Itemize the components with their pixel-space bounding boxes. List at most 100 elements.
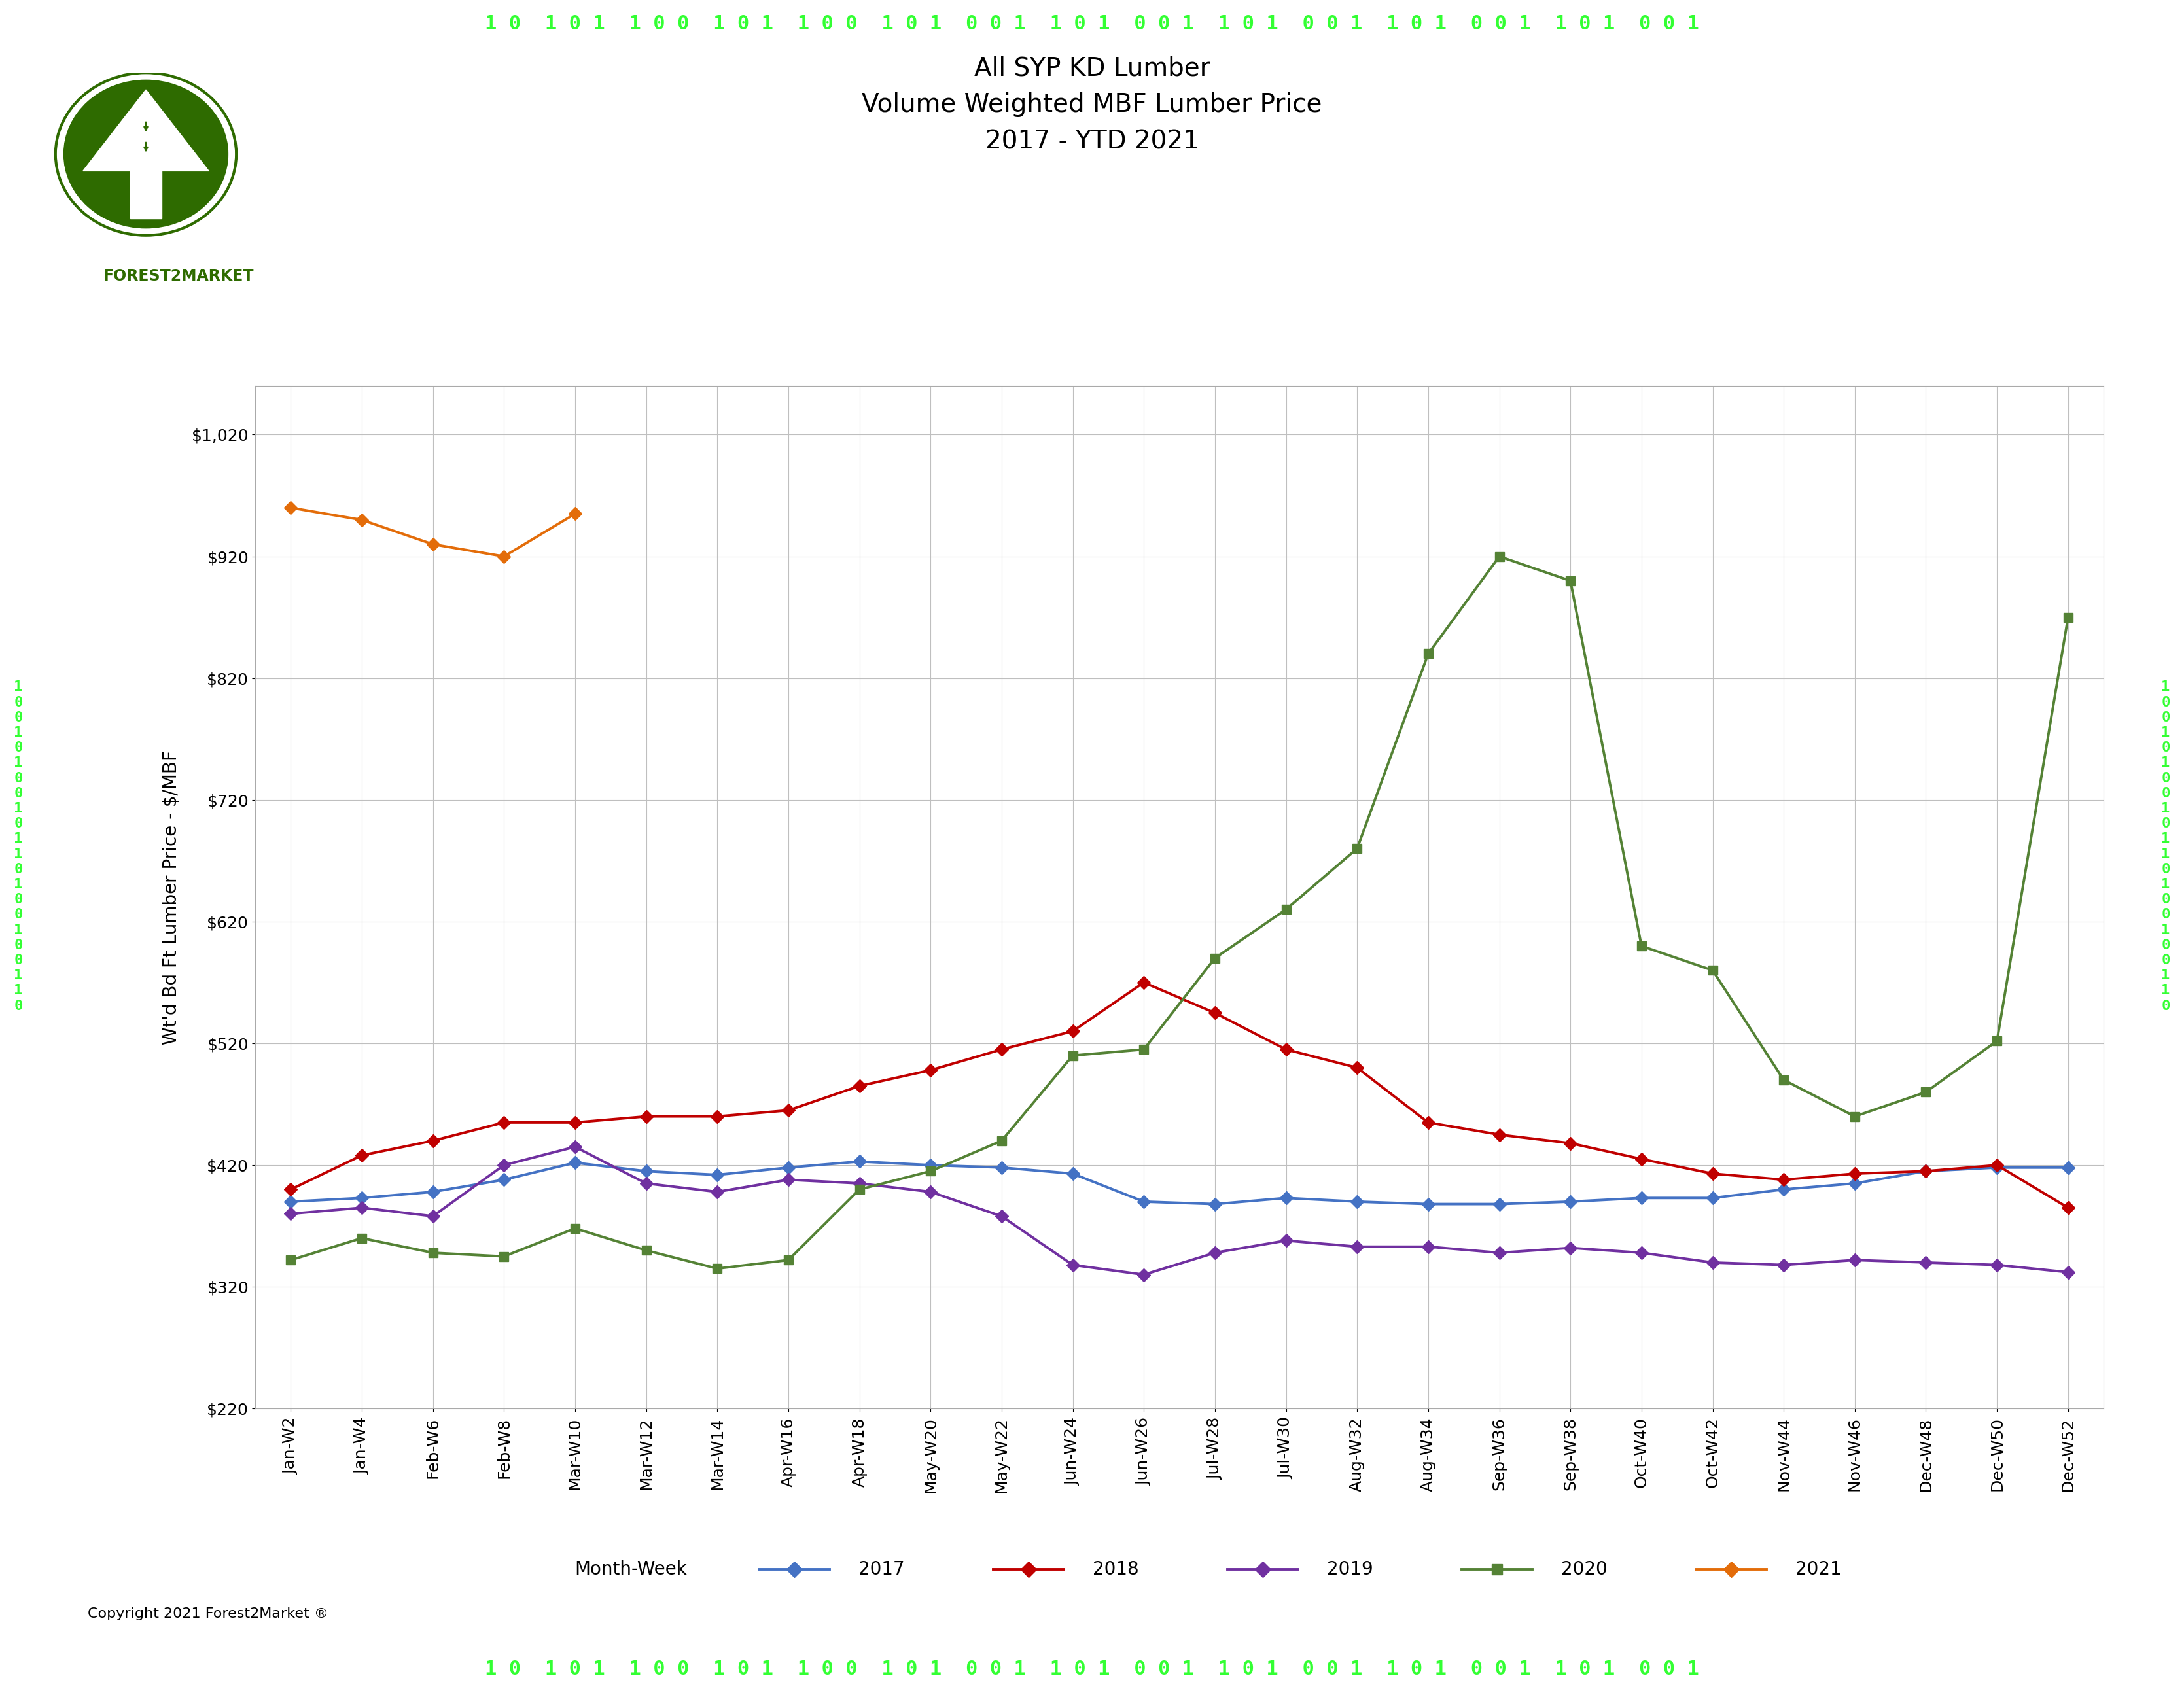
2017 [847,1151,874,1172]
2017 [633,1161,660,1182]
2019 [1415,1236,1441,1256]
Text: Month-Week: Month-Week [574,1561,686,1578]
2018 [703,1106,729,1126]
2018 [1629,1150,1655,1170]
2021 [349,510,376,530]
2020 [1415,643,1441,664]
Text: Copyright 2021 Forest2Market ®: Copyright 2021 Forest2Market ® [87,1607,328,1620]
2020 [847,1180,874,1200]
2017 [491,1170,518,1190]
2020 [419,1243,446,1263]
2019 [1983,1255,2009,1275]
2018 [1913,1161,1939,1182]
2019 [1273,1231,1299,1251]
2017 [1913,1161,1939,1182]
2020 [491,1246,518,1266]
2017 [703,1165,729,1185]
2017 [1201,1194,1227,1214]
2017 [2055,1158,2081,1178]
2018 [1343,1058,1369,1078]
2020 [1841,1106,1867,1126]
2019 [1059,1255,1085,1275]
2019 [419,1205,446,1226]
2017 [349,1188,376,1209]
2018 [1983,1155,2009,1175]
2019 [703,1182,729,1202]
2019 [349,1197,376,1217]
2019 [1201,1243,1227,1263]
Ellipse shape [63,80,229,229]
2017 [1841,1173,1867,1194]
2018 [2055,1197,2081,1217]
2018 [1273,1040,1299,1060]
2019 [1629,1243,1655,1263]
2018 [491,1112,518,1133]
Line: 2020: 2020 [286,552,2073,1273]
2019 [277,1204,304,1224]
2017 [1629,1188,1655,1209]
2017 [1415,1194,1441,1214]
2019 [2055,1261,2081,1282]
2017 [1771,1180,1797,1200]
2020 [917,1161,943,1182]
Line: 2018: 2018 [286,979,2073,1212]
2018 [989,1040,1016,1060]
2017 [277,1192,304,1212]
2020 [1485,547,1511,567]
Polygon shape [83,90,210,171]
Text: 1
0
0
1
0
1
0
0
1
0
1
1
0
1
0
0
1
0
0
1
1
0: 1 0 0 1 0 1 0 0 1 0 1 1 0 1 0 0 1 0 0 1 … [2162,681,2171,1012]
Text: 2020: 2020 [1562,1561,1607,1578]
2020 [1131,1040,1158,1060]
Text: All SYP KD Lumber
Volume Weighted MBF Lumber Price
2017 - YTD 2021: All SYP KD Lumber Volume Weighted MBF Lu… [863,56,1321,154]
Y-axis label: Wt'd Bd Ft Lumber Price - $/MBF: Wt'd Bd Ft Lumber Price - $/MBF [162,750,181,1045]
2017 [1273,1188,1299,1209]
Text: 2018: 2018 [1092,1561,1138,1578]
2020 [703,1258,729,1278]
2019 [1841,1249,1867,1270]
Text: FOREST2MARKET: FOREST2MARKET [103,267,253,284]
2020 [1201,948,1227,968]
2018 [561,1112,587,1133]
2020 [277,1249,304,1270]
2019 [917,1182,943,1202]
2020 [633,1241,660,1261]
2021 [277,498,304,518]
2019 [775,1170,802,1190]
2017 [989,1158,1016,1178]
Polygon shape [131,171,162,218]
Line: 2019: 2019 [286,1143,2073,1280]
2020 [775,1249,802,1270]
2017 [1059,1163,1085,1183]
2017 [1983,1158,2009,1178]
2019 [1557,1238,1583,1258]
2018 [1059,1021,1085,1041]
2020 [1699,960,1725,980]
2019 [1343,1236,1369,1256]
2021 [561,503,587,523]
2020 [1343,838,1369,858]
2020 [1771,1070,1797,1090]
2017 [1343,1192,1369,1212]
2017 [1557,1192,1583,1212]
2020 [1983,1031,2009,1051]
2018 [775,1100,802,1121]
2018 [633,1106,660,1126]
2020 [989,1131,1016,1151]
2019 [1913,1253,1939,1273]
2018 [1415,1112,1441,1133]
2018 [1131,972,1158,992]
2020 [1629,936,1655,957]
2020 [349,1227,376,1248]
2019 [989,1205,1016,1226]
2020 [1059,1045,1085,1065]
2017 [917,1155,943,1175]
2019 [633,1173,660,1194]
Line: 2017: 2017 [286,1156,2073,1209]
2019 [1699,1253,1725,1273]
2021 [419,533,446,554]
2020 [1273,899,1299,919]
2018 [917,1060,943,1080]
2017 [1699,1188,1725,1209]
2018 [1699,1163,1725,1183]
2019 [491,1155,518,1175]
